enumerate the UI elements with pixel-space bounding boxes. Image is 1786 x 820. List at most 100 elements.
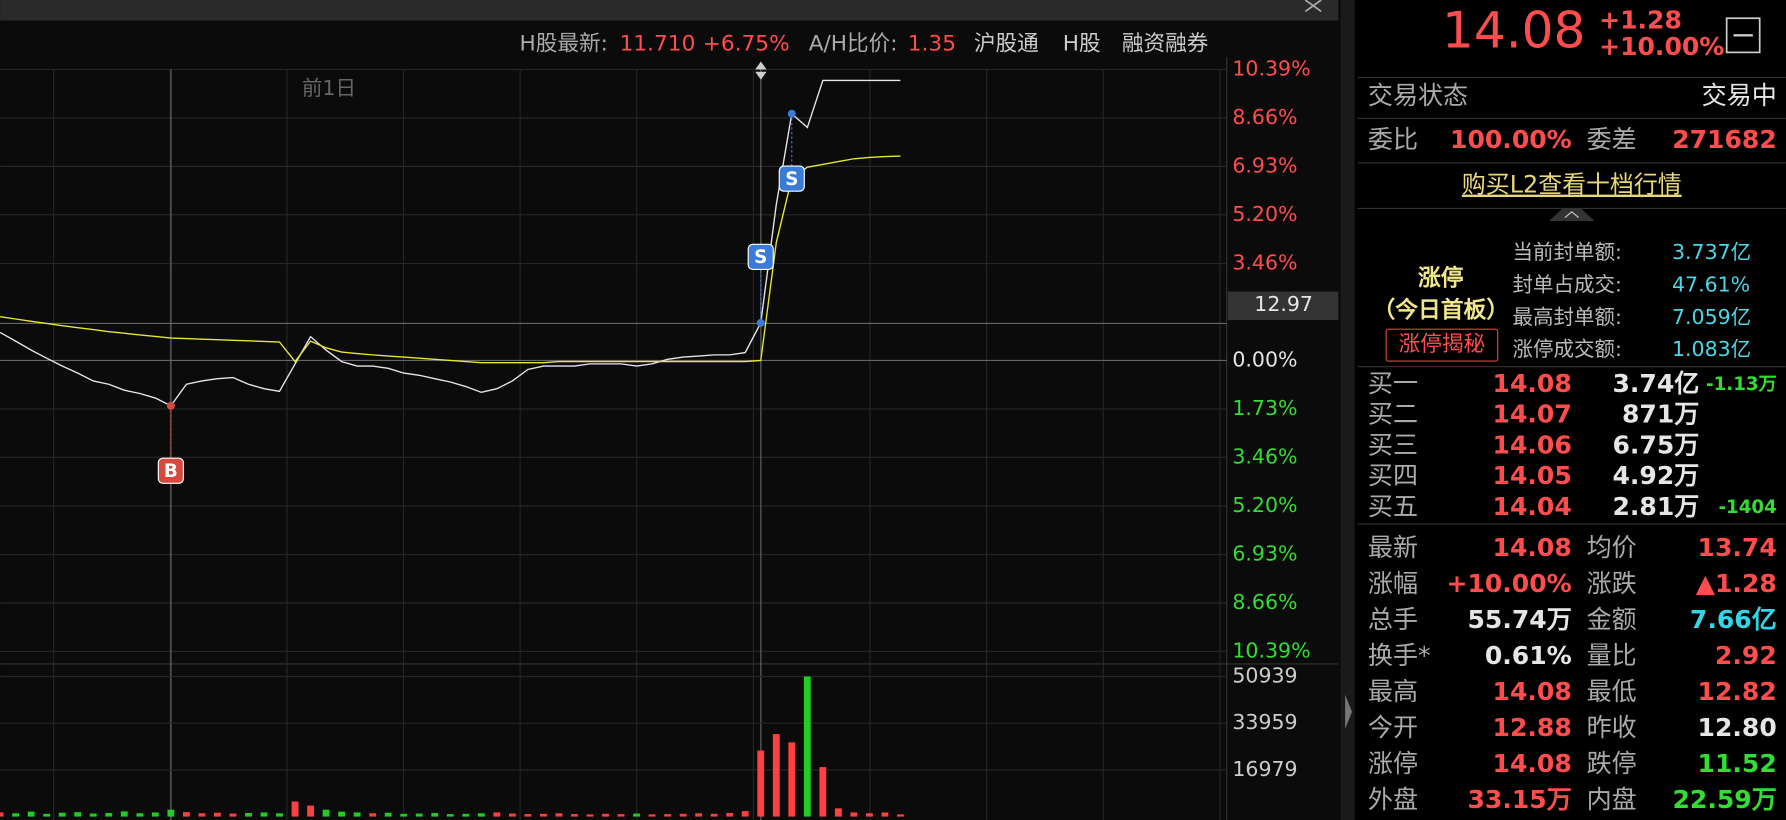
bid-volume: 6.75万	[1612, 430, 1699, 459]
y-tick-label: 1.73%	[1232, 396, 1297, 420]
y-tick-label: 5.20%	[1232, 202, 1297, 226]
limit-info-label: 最高封单额:	[1513, 305, 1622, 329]
y-tick-label: 16979	[1232, 757, 1297, 781]
y-tick-label: 50939	[1232, 663, 1297, 687]
header-link: 沪股通	[974, 31, 1039, 56]
volume-bar	[555, 813, 563, 817]
volume-bar	[524, 814, 532, 817]
marker-point	[787, 109, 796, 118]
bid-volume: 3.74亿	[1612, 369, 1699, 398]
volume-bar	[633, 813, 640, 817]
price-line	[0, 155, 901, 364]
limit-button: 涨停揭秘	[1399, 332, 1486, 357]
volume-bar	[508, 813, 516, 817]
price-line	[0, 79, 901, 407]
volume-bar	[400, 813, 408, 817]
ratio-label: 委比	[1368, 125, 1418, 154]
stat-value: 33.15万	[1467, 785, 1571, 814]
top-bar	[0, 0, 1339, 21]
y-tick-label: 10.39%	[1232, 56, 1310, 80]
stat-label: 跌停	[1587, 749, 1637, 778]
volume-bar	[120, 811, 128, 817]
minimize-button[interactable]	[1725, 17, 1761, 54]
stat-label: 涨幅	[1368, 569, 1418, 598]
stat-label: 今开	[1368, 713, 1418, 742]
volume-bar	[446, 814, 454, 817]
volume-bar	[384, 812, 392, 817]
annotation: 前1日	[302, 76, 356, 100]
bid-label: 买四	[1368, 461, 1418, 490]
volume-bar	[462, 813, 470, 817]
volume-bar	[12, 813, 20, 817]
volume-bar	[617, 814, 625, 817]
stat-label: 涨停	[1368, 749, 1418, 778]
volume-bar	[307, 805, 314, 817]
close-button[interactable]	[1304, 0, 1322, 13]
bid-label: 买一	[1368, 369, 1418, 398]
volume-bar	[291, 801, 299, 817]
expand-icon	[1564, 211, 1579, 218]
ah-label: A/H比价:	[809, 31, 898, 56]
y-tick-label: 33959	[1232, 710, 1297, 734]
volume-bar	[431, 813, 439, 817]
ratio-value: 271682	[1672, 125, 1777, 154]
bid-price: 14.08	[1493, 369, 1572, 398]
stat-value: 2.92	[1715, 641, 1777, 670]
stat-label: 内盘	[1587, 785, 1637, 814]
marker-badge	[778, 165, 805, 192]
stat-label: 昨收	[1587, 713, 1637, 742]
volume-bar	[260, 812, 268, 817]
stat-value: 14.08	[1493, 749, 1572, 778]
volume-bar	[89, 813, 97, 817]
volume-bar	[167, 809, 175, 817]
bid-change: -1404	[1718, 497, 1776, 518]
bid-price: 14.05	[1493, 461, 1572, 490]
status-label: 交易状态	[1368, 81, 1468, 110]
volume-bar	[757, 750, 765, 817]
bid-price: 14.06	[1493, 430, 1572, 459]
collapse-arrow[interactable]	[1345, 694, 1352, 729]
volume-bar	[245, 813, 252, 817]
stat-value: 12.80	[1698, 713, 1777, 742]
bid-price: 14.04	[1493, 492, 1572, 521]
volume-bar	[493, 812, 501, 817]
volume-bar	[834, 808, 842, 817]
stat-value: 0.61%	[1485, 641, 1572, 670]
volume-bar	[897, 814, 904, 817]
stat-value: 55.74万	[1467, 605, 1571, 634]
marker-badge	[157, 457, 184, 484]
bid-volume: 871万	[1622, 400, 1699, 429]
volume-bar	[27, 811, 35, 817]
stat-value: 11.52	[1698, 749, 1777, 778]
volume-bar	[695, 813, 703, 817]
y-tick-label: 6.93%	[1232, 153, 1297, 177]
volume-bar	[58, 812, 66, 817]
splitter	[1340, 0, 1355, 820]
change-pct: +10.00%	[1599, 32, 1724, 61]
volume-bar	[369, 813, 377, 817]
stat-value: +10.00%	[1446, 569, 1571, 598]
stat-label: 最低	[1587, 677, 1637, 706]
marker-label: S	[754, 247, 767, 268]
crosshair-label: 12.97	[1254, 292, 1313, 316]
y-tick-label: 3.46%	[1232, 444, 1297, 468]
stat-value: 12.82	[1698, 677, 1777, 706]
volume-bar	[679, 813, 687, 817]
stat-label: 涨跌	[1587, 569, 1637, 598]
y-tick-label: 3.46%	[1232, 251, 1297, 275]
bid-change: -1.13万	[1706, 374, 1777, 395]
l2-link[interactable]: 购买L2查看十档行情	[1462, 171, 1682, 199]
volume-bar	[571, 814, 578, 817]
volume-bar	[710, 813, 718, 817]
marker-label: S	[785, 169, 798, 190]
stat-value: 14.08	[1493, 677, 1572, 706]
volume-bar	[664, 814, 672, 817]
volume-bar	[198, 813, 206, 817]
stat-label: 金额	[1587, 605, 1637, 634]
marker-label: B	[164, 461, 178, 482]
ratio-label: 委差	[1587, 125, 1637, 154]
limit-button-box[interactable]	[1385, 328, 1499, 362]
ratio-value: 100.00%	[1450, 125, 1572, 154]
volume-bar	[353, 812, 361, 817]
